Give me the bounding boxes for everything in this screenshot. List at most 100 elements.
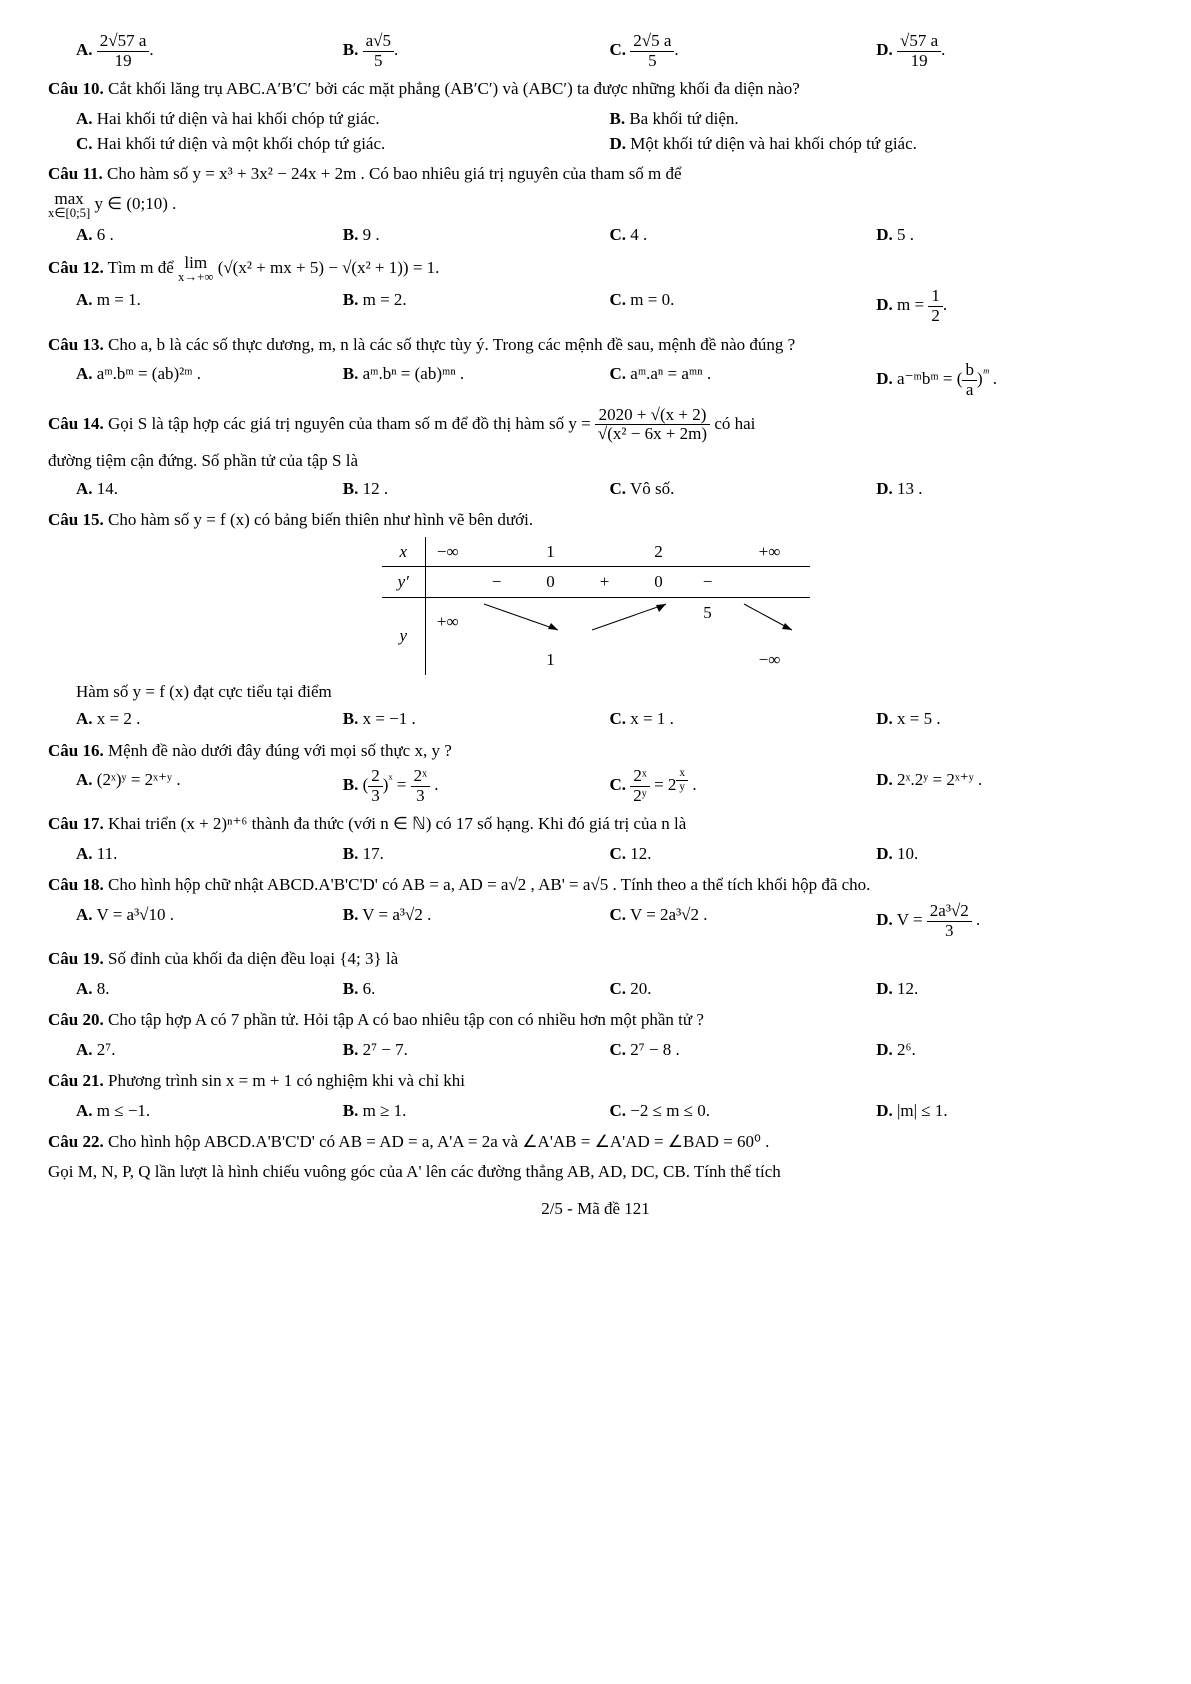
q21-options: A. m ≤ −1. B. m ≥ 1. C. −2 ≤ m ≤ 0. D. |… <box>48 1098 1143 1124</box>
q9-opt-b: B. a√55. <box>343 32 610 70</box>
q14-opt-d: D. 13 . <box>876 476 1143 502</box>
fraction: a√55 <box>363 32 394 70</box>
opt-label: B. <box>343 40 359 59</box>
q-label: Câu 17. <box>48 814 104 833</box>
q16-opt-c: C. 2ˣ2ʸ = 2xy . <box>610 767 877 805</box>
q13-opt-c: C. aᵐ.aⁿ = aᵐⁿ . <box>610 361 877 399</box>
q-label: Câu 11. <box>48 164 103 183</box>
opt-label: D. <box>876 40 893 59</box>
q11-opt-c: C. 4 . <box>610 222 877 248</box>
q-label: Câu 10. <box>48 79 104 98</box>
q12-opt-d: D. m = 12. <box>876 287 1143 325</box>
q10-opt-d: D. Một khối tứ diện và hai khối chóp tứ … <box>610 131 1144 157</box>
fraction: √57 a19 <box>897 32 941 70</box>
q21: Câu 21. Phương trình sin x = m + 1 có ng… <box>48 1068 1143 1094</box>
q18-opt-c: C. V = 2a³√2 . <box>610 902 877 940</box>
q15: Câu 15. Cho hàm số y = f (x) có bảng biế… <box>48 507 1143 533</box>
q19-options: A. 8. B. 6. C. 20. D. 12. <box>48 976 1143 1002</box>
q12: Câu 12. Tìm m để limx→+∞ (√(x² + mx + 5)… <box>48 254 1143 284</box>
q18-options: A. V = a³√10 . B. V = a³√2 . C. V = 2a³√… <box>48 902 1143 940</box>
q-label: Câu 20. <box>48 1010 104 1029</box>
q10-opt-c: C. Hai khối tứ diện và một khối chóp tứ … <box>76 131 610 157</box>
fraction: 2√5 a5 <box>630 32 674 70</box>
q14-line2: đường tiệm cận đứng. Số phần tử của tập … <box>48 448 1143 474</box>
fraction: 2√57 a19 <box>97 32 150 70</box>
q14-opt-c: C. Vô số. <box>610 476 877 502</box>
opt-label: A. <box>76 40 93 59</box>
q13-options: A. aᵐ.bᵐ = (ab)²ᵐ . B. aᵐ.bⁿ = (ab)ᵐⁿ . … <box>48 361 1143 399</box>
q14-opt-a: A. 14. <box>76 476 343 502</box>
vt-row-x: x −∞ 1 2 +∞ <box>382 537 810 567</box>
q17-options: A. 11. B. 17. C. 12. D. 10. <box>48 841 1143 867</box>
q22-line2: Gọi M, N, P, Q lần lượt là hình chiếu vu… <box>48 1159 1143 1185</box>
q16-options: A. (2ˣ)ʸ = 2ˣ⁺ʸ . B. (23)ˣ = 2ˣ3 . C. 2ˣ… <box>48 767 1143 805</box>
q9-opt-c: C. 2√5 a5. <box>610 32 877 70</box>
arrow-down-icon <box>740 600 800 636</box>
q15-line2: Hàm số y = f (x) đạt cực tiểu tại điểm <box>48 679 1143 705</box>
q21-opt-d: D. |m| ≤ 1. <box>876 1098 1143 1124</box>
q18: Câu 18. Cho hình hộp chữ nhật ABCD.A'B'C… <box>48 872 1143 898</box>
q15-options: A. x = 2 . B. x = −1 . C. x = 1 . D. x =… <box>48 706 1143 732</box>
q19: Câu 19. Số đỉnh của khối đa diện đều loạ… <box>48 946 1143 972</box>
q12-opt-b: B. m = 2. <box>343 287 610 325</box>
lim-operator: limx→+∞ <box>178 254 213 284</box>
q12-expr: (√(x² + mx + 5) − √(x² + 1)) = 1. <box>218 257 440 276</box>
q21-opt-b: B. m ≥ 1. <box>343 1098 610 1124</box>
q17-opt-d: D. 10. <box>876 841 1143 867</box>
q16-opt-a: A. (2ˣ)ʸ = 2ˣ⁺ʸ . <box>76 767 343 805</box>
q16-opt-d: D. 2ˣ.2ʸ = 2ˣ⁺ʸ . <box>876 767 1143 805</box>
q14-fraction: 2020 + √(x + 2)√(x² − 6x + 2m) <box>595 406 710 444</box>
q-label: Câu 12. <box>48 257 104 276</box>
page-footer: 2/5 - Mã đề 121 <box>48 1196 1143 1222</box>
max-operator: maxx∈[0;5] <box>48 190 90 220</box>
q-label: Câu 13. <box>48 335 104 354</box>
q10: Câu 10. Cắt khối lăng trụ ABC.A′B′C′ bởi… <box>48 76 1143 102</box>
q15-opt-a: A. x = 2 . <box>76 706 343 732</box>
q-label: Câu 16. <box>48 741 104 760</box>
q10-row1: A. Hai khối tứ diện và hai khối chóp tứ … <box>48 106 1143 132</box>
q20-opt-c: C. 2⁷ − 8 . <box>610 1037 877 1063</box>
arrow-up-icon <box>588 600 676 636</box>
q-text: Cắt khối lăng trụ ABC.A′B′C′ bởi các mặt… <box>104 79 800 98</box>
q17-opt-a: A. 11. <box>76 841 343 867</box>
q13-opt-d: D. a⁻ᵐbᵐ = (ba)ᵐ . <box>876 361 1143 399</box>
q13-opt-b: B. aᵐ.bⁿ = (ab)ᵐⁿ . <box>343 361 610 399</box>
q15-opt-c: C. x = 1 . <box>610 706 877 732</box>
opt-label: C. <box>610 40 627 59</box>
vt-row-y2: 1 −∞ <box>382 645 810 675</box>
q12-opt-a: A. m = 1. <box>76 287 343 325</box>
vt-row-yprime: y′ − 0 + 0 − <box>382 567 810 598</box>
q9-options: A. 2√57 a19. B. a√55. C. 2√5 a5. D. √57 … <box>48 32 1143 70</box>
q19-opt-a: A. 8. <box>76 976 343 1002</box>
q10-opt-b: B. Ba khối tứ diện. <box>610 106 1144 132</box>
q14-options: A. 14. B. 12 . C. Vô số. D. 13 . <box>48 476 1143 502</box>
q9-opt-a: A. 2√57 a19. <box>76 32 343 70</box>
q17: Câu 17. Khai triển (x + 2)ⁿ⁺⁶ thành đa t… <box>48 811 1143 837</box>
q17-opt-c: C. 12. <box>610 841 877 867</box>
q19-opt-d: D. 12. <box>876 976 1143 1002</box>
q-label: Câu 19. <box>48 949 104 968</box>
q10-opt-a: A. Hai khối tứ diện và hai khối chóp tứ … <box>76 106 610 132</box>
q14: Câu 14. Gọi S là tập hợp các giá trị ngu… <box>48 406 1143 444</box>
q13-opt-a: A. aᵐ.bᵐ = (ab)²ᵐ . <box>76 361 343 399</box>
q14-opt-b: B. 12 . <box>343 476 610 502</box>
q11-opt-b: B. 9 . <box>343 222 610 248</box>
q9-opt-d: D. √57 a19. <box>876 32 1143 70</box>
q20: Câu 20. Cho tập hợp A có 7 phần tử. Hỏi … <box>48 1007 1143 1033</box>
q20-opt-b: B. 2⁷ − 7. <box>343 1037 610 1063</box>
arrow-down-icon <box>480 600 568 636</box>
q20-options: A. 2⁷. B. 2⁷ − 7. C. 2⁷ − 8 . D. 2⁶. <box>48 1037 1143 1063</box>
q18-opt-b: B. V = a³√2 . <box>343 902 610 940</box>
q-label: Câu 21. <box>48 1071 104 1090</box>
q-label: Câu 18. <box>48 875 104 894</box>
q-text: Cho hàm số y = x³ + 3x² − 24x + 2m . Có … <box>103 164 682 183</box>
q11-opt-a: A. 6 . <box>76 222 343 248</box>
vt-row-y: y +∞ 5 <box>382 597 810 645</box>
variation-table: x −∞ 1 2 +∞ y′ − 0 + 0 − y +∞ 5 1 −∞ <box>382 537 810 675</box>
q12-opt-c: C. m = 0. <box>610 287 877 325</box>
q16-opt-b: B. (23)ˣ = 2ˣ3 . <box>343 767 610 805</box>
q22: Câu 22. Cho hình hộp ABCD.A'B'C'D' có AB… <box>48 1129 1143 1155</box>
q21-opt-c: C. −2 ≤ m ≤ 0. <box>610 1098 877 1124</box>
q15-opt-d: D. x = 5 . <box>876 706 1143 732</box>
q12-options: A. m = 1. B. m = 2. C. m = 0. D. m = 12. <box>48 287 1143 325</box>
